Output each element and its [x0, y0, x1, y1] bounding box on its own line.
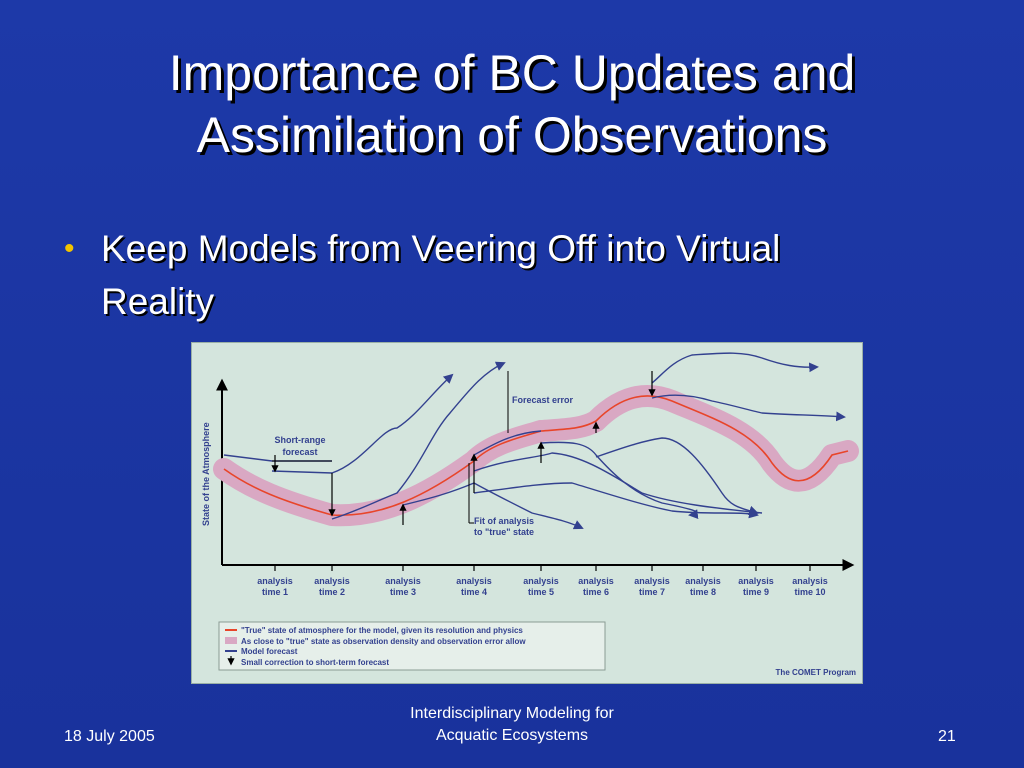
- forecast-9: [651, 352, 819, 384]
- footer-page-number: 21: [938, 728, 956, 745]
- forecast-7: [540, 441, 699, 519]
- footer-date: 18 July 2005: [64, 728, 155, 745]
- analysis-time-2-l2: time 2: [319, 587, 345, 597]
- legend-true-state: "True" state of atmosphere for the model…: [241, 626, 523, 635]
- figure-credit: The COMET Program: [776, 668, 856, 677]
- slide-title: Importance of BC Updates and Assimilatio…: [0, 42, 1024, 166]
- fit-analysis-label-1: Fit of analysis: [474, 516, 534, 526]
- analysis-time-5-l1: analysis: [523, 576, 559, 586]
- short-range-label-1: Short-range: [274, 435, 325, 445]
- analysis-time-6-l2: time 6: [583, 587, 609, 597]
- analysis-time-5-l2: time 5: [528, 587, 554, 597]
- analysis-time-4-l2: time 4: [461, 587, 487, 597]
- analysis-time-9-l2: time 9: [743, 587, 769, 597]
- correction-arrows: [271, 371, 656, 525]
- bullet-text-line-2: Reality: [101, 281, 215, 322]
- uncertainty-band: [213, 385, 859, 527]
- analysis-time-3-l2: time 3: [390, 587, 416, 597]
- forecast-3: [331, 361, 506, 520]
- analysis-time-3-l1: analysis: [385, 576, 421, 586]
- forecast-6: [473, 452, 763, 514]
- analysis-time-4-l1: analysis: [456, 576, 492, 586]
- footer-course-line-2: Acquatic Ecosystems: [435, 727, 589, 744]
- y-axis-label: State of the Atmosphere: [201, 422, 211, 526]
- forecast-8: [595, 437, 759, 516]
- analysis-time-6-l1: analysis: [578, 576, 614, 586]
- forecast-5: [473, 482, 759, 519]
- short-range-label-2: forecast: [282, 447, 317, 457]
- true-state-line: [223, 395, 849, 517]
- forecast-11: [473, 430, 542, 456]
- footer-course: Interdisciplinary Modeling for Acquatic …: [312, 703, 712, 747]
- analysis-time-8-l2: time 8: [690, 587, 716, 597]
- analysis-time-8-l1: analysis: [685, 576, 721, 586]
- x-axis-ticks: [274, 565, 811, 571]
- slide-title-line-1: Importance of BC Updates and: [168, 45, 856, 101]
- legend-swatch-band: [225, 637, 237, 644]
- forecast-10: [651, 394, 846, 422]
- footer-course-line-1: Interdisciplinary Modeling for: [410, 705, 614, 722]
- diagram-svg: State of the Atmosphere: [201, 352, 859, 677]
- assimilation-diagram: State of the Atmosphere: [191, 342, 863, 684]
- analysis-time-1-l2: time 1: [262, 587, 288, 597]
- forecast-4: [402, 482, 584, 530]
- analysis-time-9-l1: analysis: [738, 576, 774, 586]
- analysis-time-2-l1: analysis: [314, 576, 350, 586]
- legend-labels: "True" state of atmosphere for the model…: [241, 626, 526, 667]
- analysis-time-10-l2: time 10: [794, 587, 825, 597]
- fit-analysis-label-2: to "true" state: [474, 527, 534, 537]
- forecast-error-label: Forecast error: [512, 395, 574, 405]
- bullet-text: Keep Models from Veering Off into Virtua…: [101, 222, 951, 328]
- legend-model-forecast: Model forecast: [241, 647, 298, 656]
- slide-title-line-2: Assimilation of Observations: [196, 107, 828, 163]
- analysis-time-1-l1: analysis: [257, 576, 293, 586]
- analysis-time-7-l2: time 7: [639, 587, 665, 597]
- bullet-icon: •: [64, 232, 75, 265]
- analysis-time-7-l1: analysis: [634, 576, 670, 586]
- bullet-text-line-1: Keep Models from Veering Off into Virtua…: [101, 228, 781, 269]
- analysis-time-labels: analysis time 1 analysis time 2 analysis…: [257, 576, 828, 597]
- forecast-lines: [223, 352, 846, 530]
- legend-band: As close to "true" state as observation …: [241, 637, 526, 646]
- analysis-time-10-l1: analysis: [792, 576, 828, 586]
- forecast-2: [271, 373, 454, 474]
- legend-box: [218, 621, 606, 671]
- legend-correction: Small correction to short-term forecast: [241, 658, 389, 667]
